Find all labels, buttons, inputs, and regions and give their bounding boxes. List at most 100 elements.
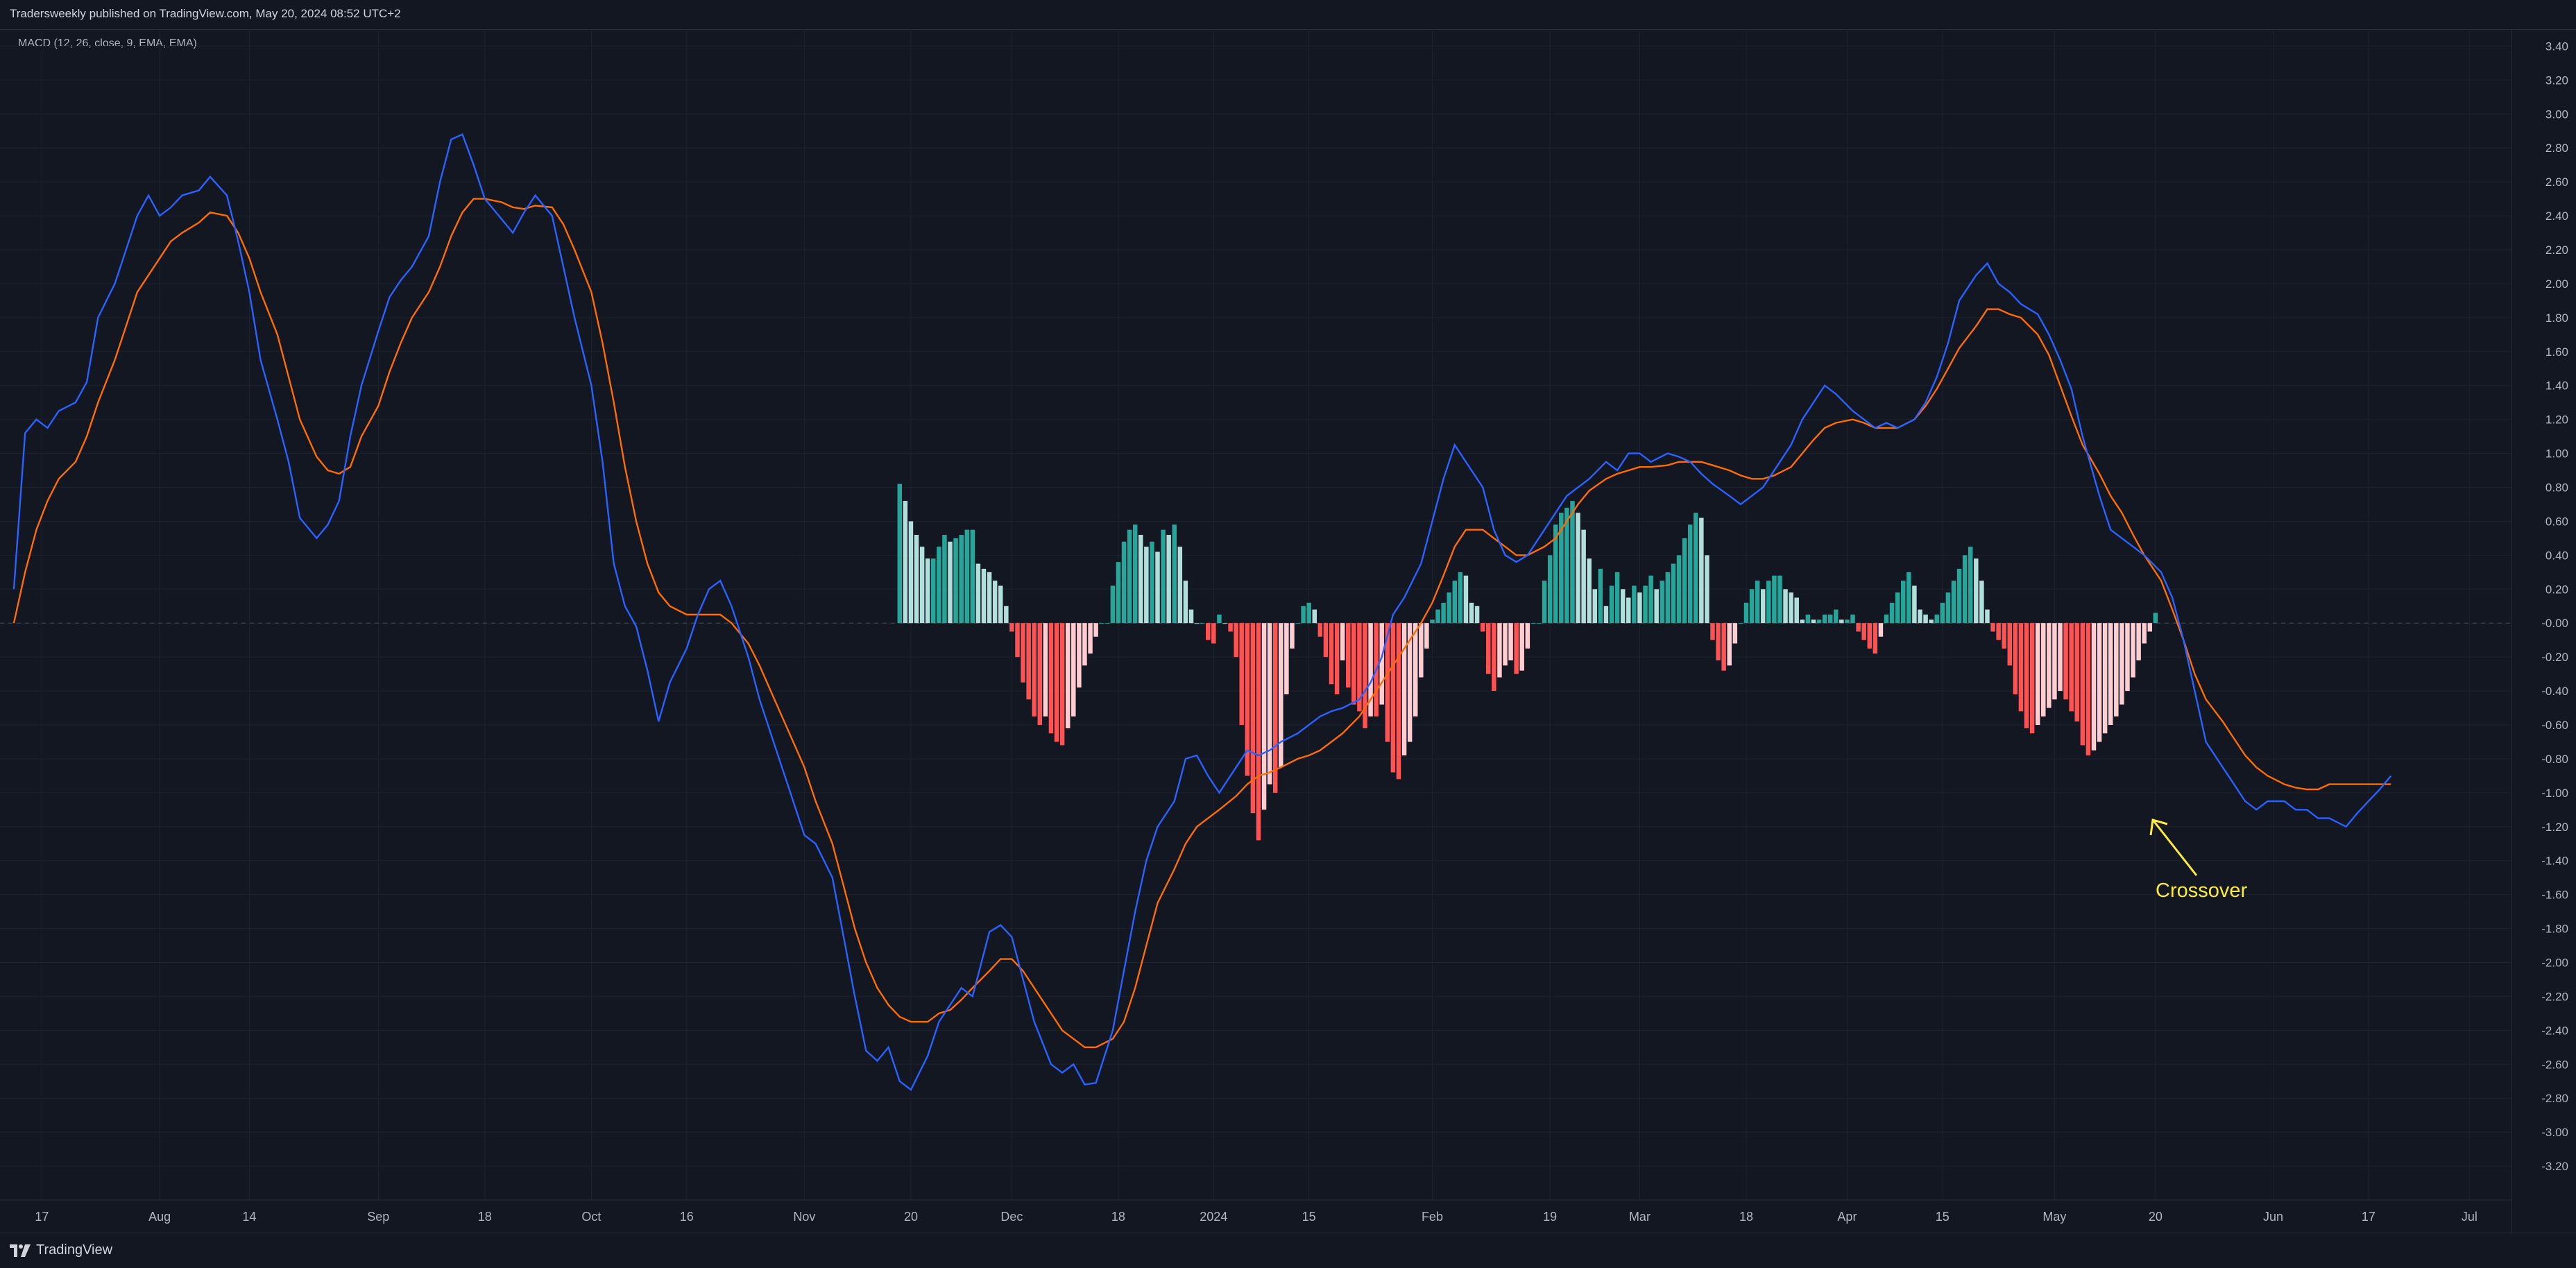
histogram-bar [1474,606,1480,624]
y-tick-label: 0.80 [2545,481,2568,495]
price-axis[interactable]: 3.40 3.20 3.00 2.80 2.60 2.40 2.20 2.00 1.80 1.60… [2541,40,2568,1173]
histogram-bar [1508,623,1513,661]
histogram-bar [1267,623,1272,785]
histogram-bar [1755,581,1760,624]
histogram-bar [1564,507,1569,624]
histogram-bar [1222,623,1227,624]
histogram-bar [914,535,919,624]
histogram-bar [2069,623,2074,712]
y-tick-label: -1.20 [2541,821,2568,834]
histogram-bar [1301,606,1306,624]
y-tick-label: 3.00 [2545,108,2568,121]
x-tick-label: 16 [680,1210,694,1224]
histogram-bar [1261,623,1267,810]
histogram-bar [2085,623,2091,756]
histogram-bar [1856,623,1861,632]
histogram-bar [1177,547,1183,624]
histogram-bar [2114,623,2119,717]
x-tick-label: Jun [2263,1210,2283,1224]
histogram-bar [2102,623,2108,734]
histogram-bar [1390,623,1396,773]
histogram-bar [1138,535,1143,624]
histogram-bar [953,538,958,624]
histogram-bar [1542,581,1547,624]
histogram-bar [2058,623,2063,692]
crossover-annotation: Crossover [2149,819,2247,902]
histogram-bar [1547,555,1553,624]
histogram-bar [1497,623,1502,678]
y-tick-label: -1.40 [2541,855,2568,868]
arrow-head-icon [2149,819,2168,836]
x-tick-label: Feb [1422,1210,1443,1224]
tradingview-logo[interactable]: TradingView [10,1242,112,1258]
y-tick-label: 0.60 [2545,515,2568,528]
x-tick-label: 19 [1543,1210,1557,1224]
histogram-bar [2147,623,2153,632]
histogram-bar [1480,623,1485,632]
histogram-bar [1206,623,1211,640]
histogram-bar [1956,568,1962,624]
histogram-bar [1077,623,1082,688]
annotation-text: Crossover [2156,880,2247,902]
x-tick-label: Nov [793,1210,815,1224]
histogram-bar [931,558,936,624]
histogram-bar [1654,589,1659,624]
histogram-bar [1093,623,1098,637]
histogram-bar [1183,581,1188,624]
histogram-bar [1015,623,1020,658]
histogram-bar [1228,623,1233,632]
histogram-bar [1121,541,1127,624]
y-tick-label: -3.00 [2541,1126,2568,1139]
histogram-bar [1088,623,1093,654]
histogram-bar [2063,623,2068,700]
histogram-bar [1710,623,1715,640]
histogram-bar [1873,623,1878,654]
histogram-bar [1132,524,1138,624]
histogram-bar [2035,623,2040,726]
histogram-bar [1054,623,1059,742]
histogram-bar [1749,589,1755,624]
histogram-bar [1116,562,1121,624]
histogram-bar [1587,558,1592,624]
histogram-bar [1570,501,1575,624]
histogram-bar [1576,513,1580,624]
histogram-bar [2097,623,2102,742]
histogram-bar [1637,592,1642,624]
histogram-bar [1435,609,1440,624]
histogram-bar [987,572,992,624]
histogram-bar [1694,513,1698,624]
histogram-bar [937,547,941,624]
y-tick-label: -0.20 [2541,651,2568,664]
y-tick-label: 0.20 [2545,583,2568,596]
histogram-bar [1945,592,1951,624]
histogram-bar [1379,623,1384,705]
time-axis[interactable]: 17 Aug 14 Sep 18 Oct 16 Nov 20 Dec 18 2024 15 Feb 19 Ma… [35,1210,2477,1224]
y-tick-label: -1.00 [2541,787,2568,800]
histogram-bar [2007,623,2013,666]
histogram-bar [992,581,998,624]
y-tick-label: 1.40 [2545,379,2568,393]
histogram-bar [1110,585,1116,624]
histogram-bar [1665,572,1671,624]
histogram-bar [1032,623,1037,717]
histogram-bar [1536,623,1542,624]
x-tick-label: Sep [367,1210,389,1224]
histogram-bar [1401,623,1407,756]
y-tick-label: -0.00 [2541,617,2568,630]
y-tick-label: 2.80 [2545,142,2568,155]
y-tick-label: -2.60 [2541,1058,2568,1071]
histogram-bar [1245,623,1250,776]
histogram-bar [942,535,947,624]
histogram-bar [1805,615,1811,624]
histogram-bar [1272,623,1278,793]
histogram-bar [1239,623,1244,726]
histogram-bar [1609,585,1614,624]
histogram-bar [1777,575,1782,624]
arrow-icon [2151,819,2198,876]
histogram-bar [1553,524,1558,624]
histogram-bar [948,541,953,624]
y-tick-label: -3.20 [2541,1160,2568,1173]
histogram-bar [1026,623,1031,700]
x-tick-label: May [2042,1210,2066,1224]
